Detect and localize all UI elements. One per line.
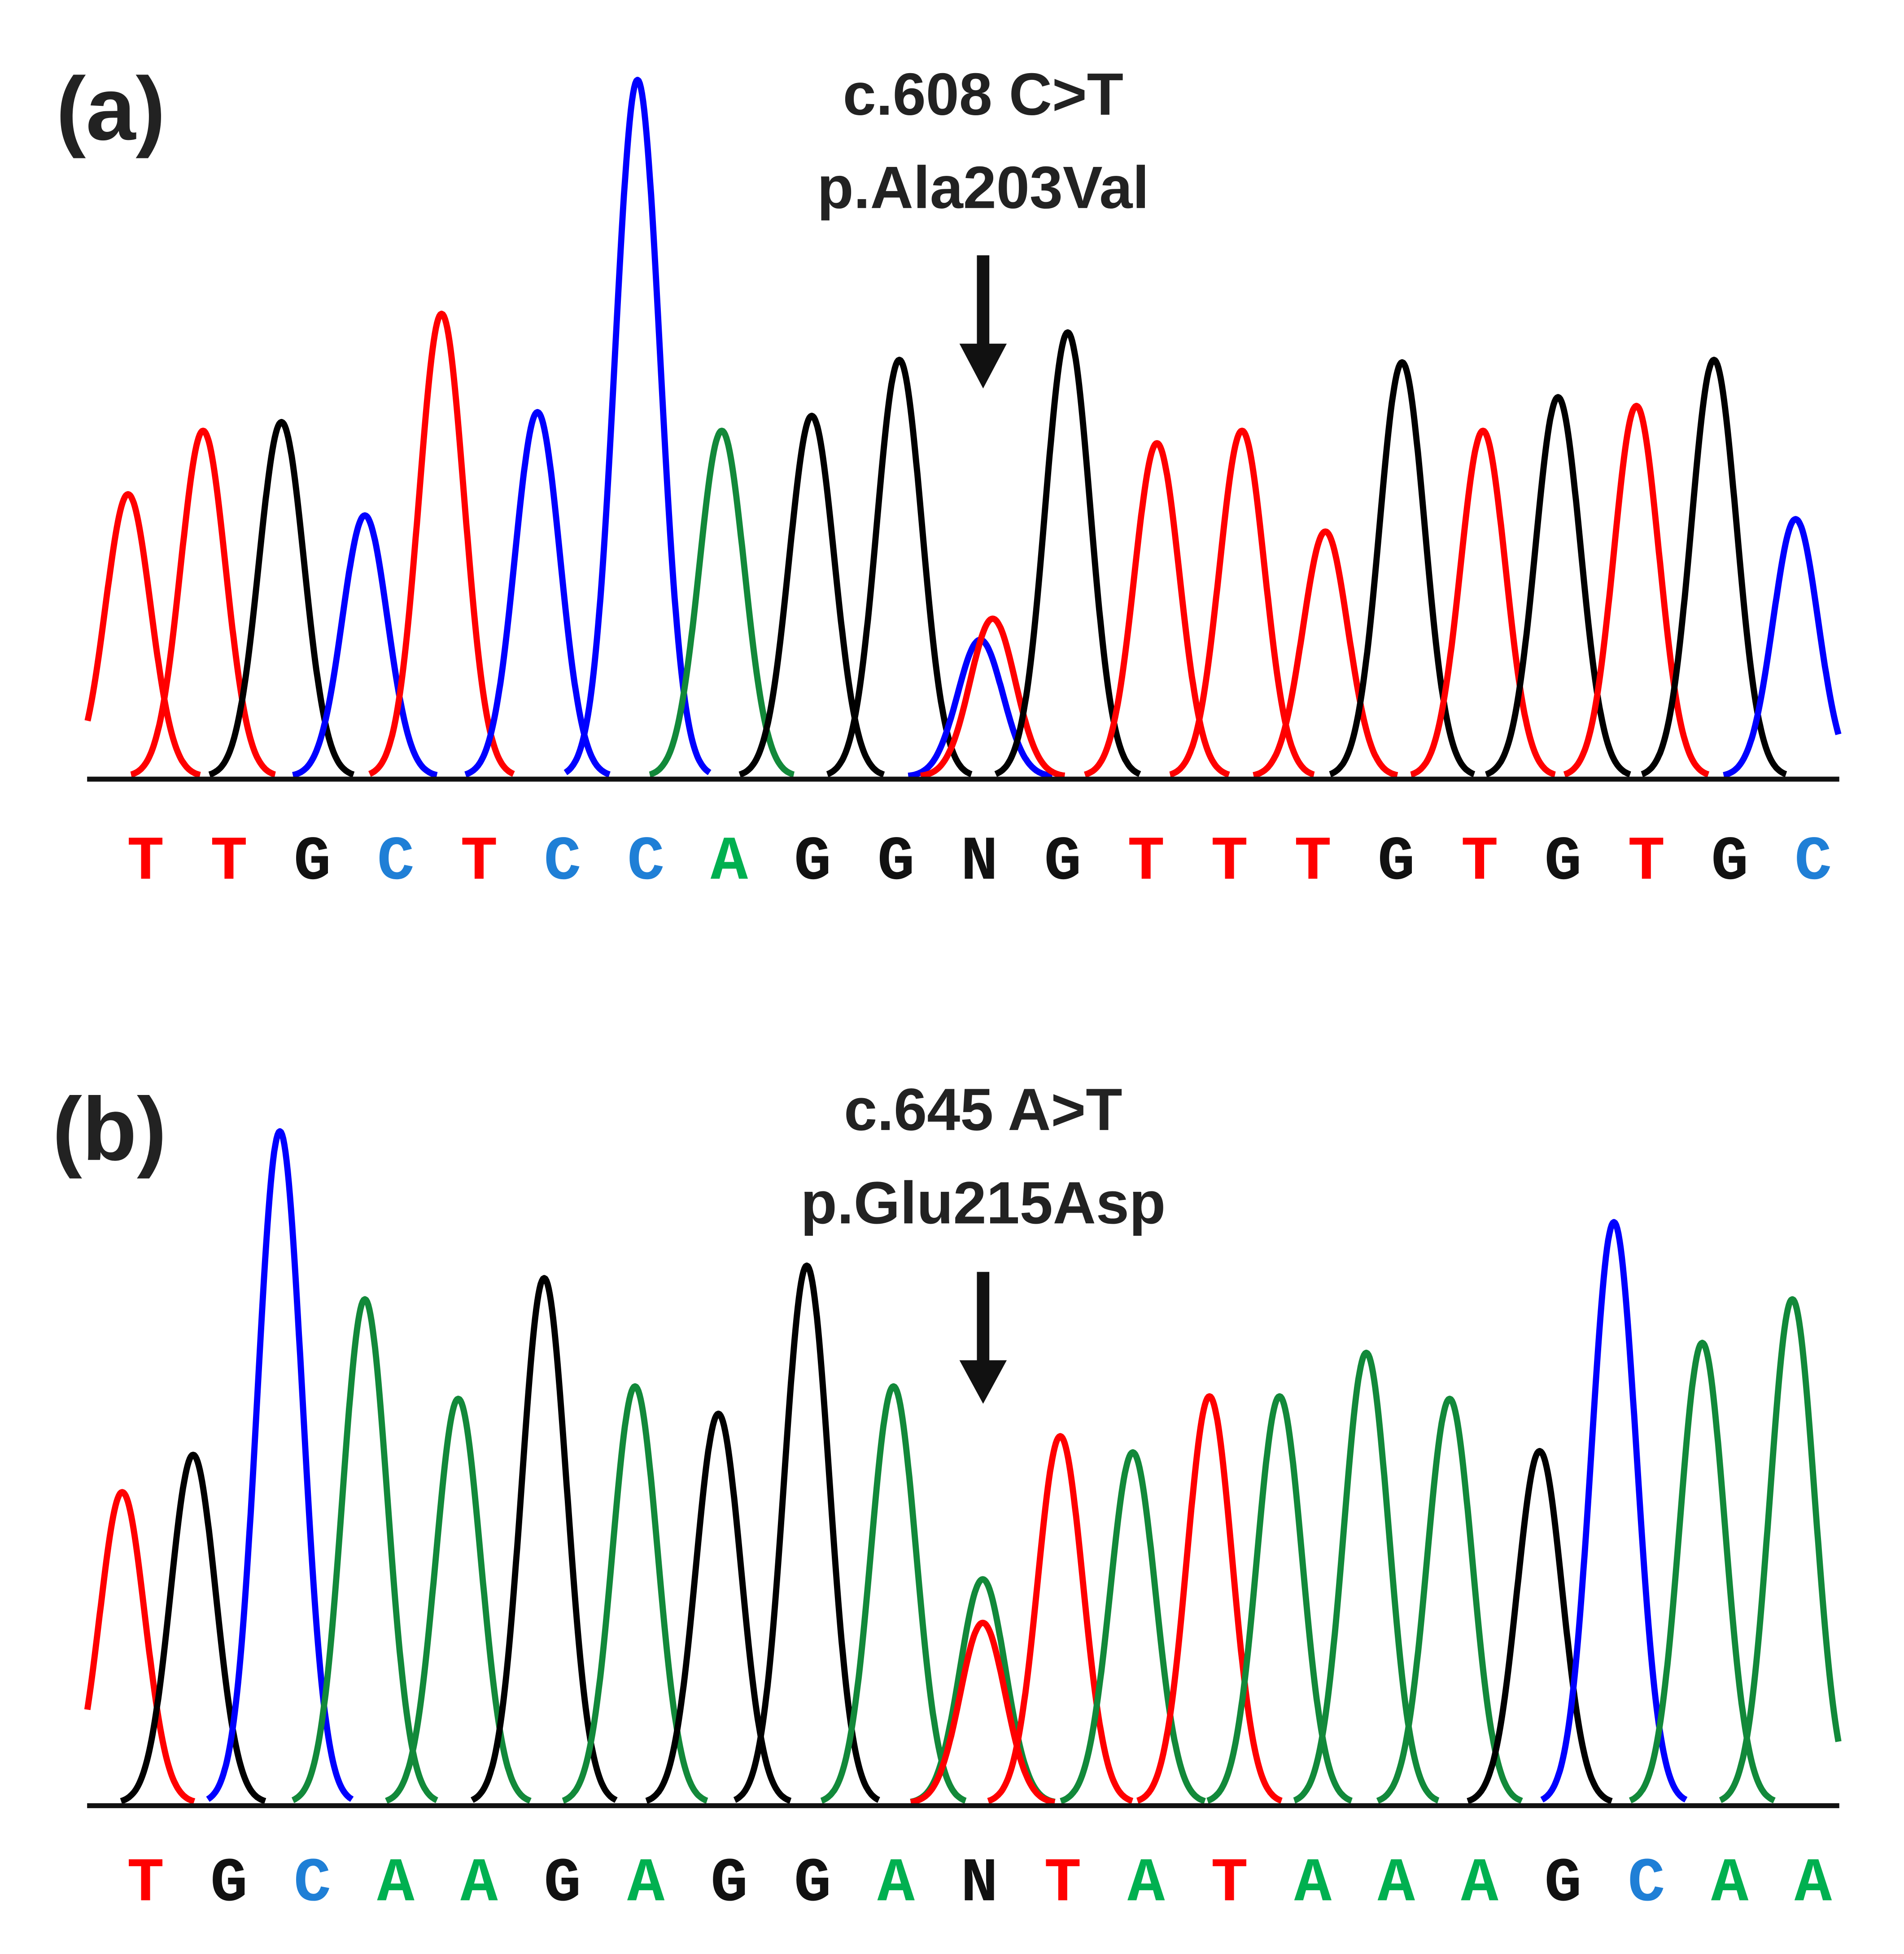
panel-label: (b) [52,1079,167,1179]
mutation-protein-label: p.Glu215Asp [800,1169,1166,1236]
base-call: A [1294,1849,1332,1919]
peak-T [1168,427,1316,778]
peak-T [1083,440,1231,778]
base-call: C [1628,1849,1665,1919]
peak-G [738,413,886,778]
peak-T [1409,427,1557,778]
base-call: A [711,827,748,898]
peak-A [1292,1349,1441,1804]
mutation-cdna-label: c.645 A>T [844,1076,1122,1143]
peak-T [1135,1393,1284,1804]
mutation-cdna-label: c.608 C>T [843,61,1123,128]
arrow-down-icon [959,255,1007,388]
peak-A [1628,1339,1777,1804]
trace-area [84,1128,1842,1806]
base-call: T [460,827,498,898]
base-call: G [1544,1849,1581,1919]
base-call: T [1044,1849,1081,1919]
mutation-protein-label: p.Ala203Val [817,154,1149,221]
base-call: A [460,1849,498,1919]
peak-T [986,1433,1135,1804]
base-call: T [1628,827,1665,898]
base-call: G [1544,827,1581,898]
base-call: A [1711,1849,1749,1919]
peak-A [1058,1449,1207,1804]
base-call: G [794,827,831,898]
peak-C [291,512,439,778]
base-call: G [878,827,915,898]
peak-G [644,1410,793,1804]
base-call: T [1294,827,1332,898]
peak-T [918,615,1067,779]
base-call: T [127,1849,164,1919]
peak-G [119,1452,267,1804]
base-call: C [544,827,581,898]
peak-G [1484,394,1632,777]
peak-G [993,329,1142,777]
peak-T [1251,528,1400,778]
base-call: C [1795,827,1832,898]
peak-A [1205,1393,1354,1804]
base-call: G [794,1849,831,1919]
peak-A [1718,1296,1842,1803]
base-call: A [1461,1849,1498,1919]
base-call: A [878,1849,915,1919]
base-call: G [544,1849,581,1919]
peak-C [1540,1219,1688,1803]
base-call: T [210,827,248,898]
peak-G [1640,357,1788,777]
trace-area [84,77,1842,779]
base-call: T [1461,827,1498,898]
base-call: N [961,827,998,898]
base-call: G [711,1849,748,1919]
peak-T [84,1489,197,1805]
peak-A [647,427,796,778]
base-call: A [377,1849,415,1919]
base-call: A [1795,1849,1832,1919]
peak-A [384,1396,533,1804]
base-call: C [294,1849,331,1919]
base-call: T [1211,1849,1248,1919]
panel-label: (a) [56,59,166,159]
base-call: T [1211,827,1248,898]
peak-T [129,427,277,778]
base-call: G [1711,827,1748,898]
base-call: G [1044,827,1081,898]
peak-C [205,1128,354,1802]
base-call: A [1378,1849,1415,1919]
peak-T [908,1619,1057,1806]
base-call: C [377,827,414,898]
base-call: T [127,827,164,898]
base-call: G [1378,827,1415,898]
peak-C [563,77,712,776]
peak-G [733,1262,881,1803]
peak-T [1562,402,1711,777]
base-call: N [961,1849,998,1919]
peak-A [1376,1396,1524,1804]
base-call: G [294,827,331,898]
base-call: A [1127,1849,1165,1919]
peak-A [819,1383,968,1804]
peak-C [1721,516,1842,778]
base-call: C [627,827,664,898]
peak-G [207,419,356,778]
peak-A [561,1383,709,1804]
peak-G [1328,359,1476,777]
base-call: A [627,1849,665,1919]
peak-T [84,491,202,778]
base-call: T [1127,827,1165,898]
arrow-down-icon [959,1272,1007,1404]
peak-G [1466,1448,1614,1804]
base-call: G [210,1849,248,1919]
peak-T [367,310,516,777]
